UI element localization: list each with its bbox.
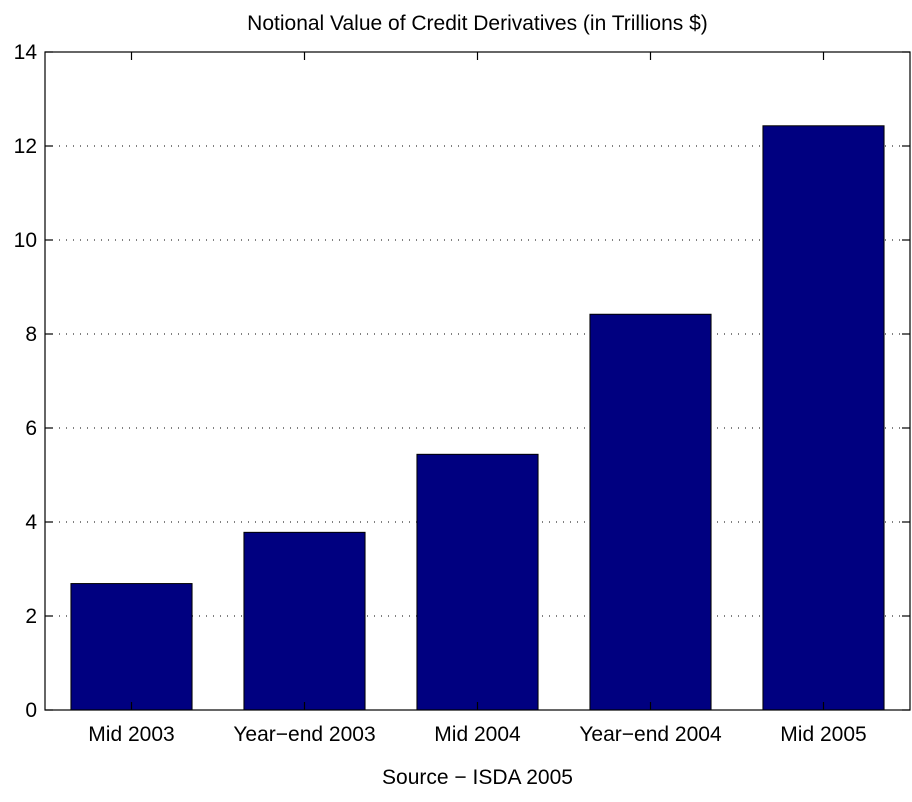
x-tick-label: Year−end 2003 [233, 723, 375, 746]
y-tick-label: 2 [25, 605, 37, 628]
y-tick-label: 8 [25, 323, 37, 346]
x-tick-label: Mid 2003 [88, 723, 174, 746]
x-tick-label: Mid 2005 [780, 723, 866, 746]
x-tick-label: Year−end 2004 [579, 723, 722, 746]
y-tick-label: 4 [25, 511, 37, 534]
bar-1 [244, 532, 365, 710]
bar-2 [417, 454, 538, 710]
x-axis-label: Source − ISDA 2005 [382, 766, 573, 789]
y-tick-label: 12 [14, 135, 37, 158]
y-tick-label: 14 [14, 41, 38, 64]
y-tick-labels: 0 2 4 6 8 10 12 14 [14, 41, 38, 722]
y-tick-label: 0 [25, 699, 37, 722]
y-tick-label: 6 [25, 417, 37, 440]
x-tick-label: Mid 2004 [434, 723, 521, 746]
bars [71, 126, 884, 710]
bar-0 [71, 584, 192, 710]
x-tick-labels: Mid 2003 Year−end 2003 Mid 2004 Year−end 20… [88, 723, 866, 746]
chart-title: Notional Value of Credit Derivatives (in… [247, 12, 708, 35]
bar-3 [590, 314, 711, 710]
y-tick-label: 10 [14, 229, 37, 252]
bar-4 [763, 126, 884, 710]
